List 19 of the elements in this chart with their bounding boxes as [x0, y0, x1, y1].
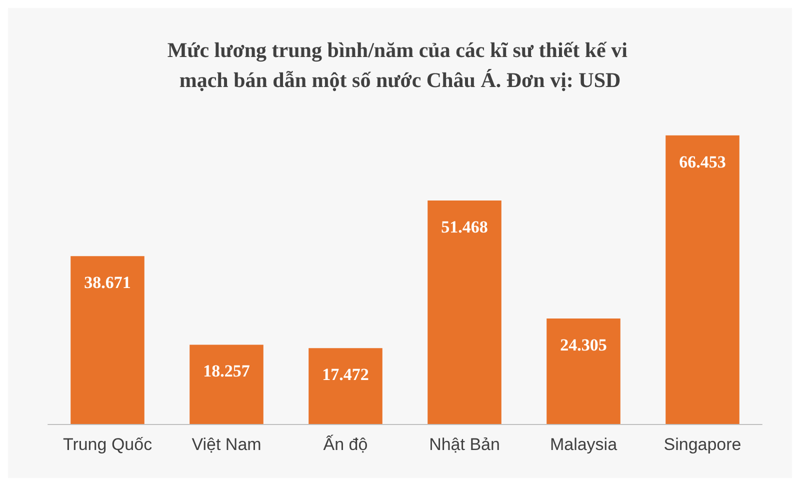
- x-tick-label: Việt Nam: [192, 435, 262, 454]
- bar: [308, 348, 382, 424]
- data-label: 66.453: [679, 152, 726, 172]
- data-label: 51.468: [441, 218, 488, 236]
- x-tick-label: Ấn độ: [323, 434, 368, 454]
- data-label: 18.257: [203, 362, 250, 381]
- data-label: 24.305: [560, 335, 607, 354]
- x-tick-label: Singapore: [664, 435, 742, 454]
- bar: [546, 318, 620, 424]
- bar: [190, 344, 264, 424]
- x-tick-label: Trung Quốc: [62, 435, 153, 454]
- data-label: 38.671: [84, 273, 131, 292]
- data-label: 17.472: [322, 365, 369, 384]
- chart-title: Mức lương trung bình/năm của các kĩ sư thiết kế vi mạch bán dẫn một số nước Châu Á. Đơn vị: USD: [167, 38, 633, 92]
- bar: [428, 200, 502, 424]
- x-tick-label: Nhật Bản: [429, 435, 500, 454]
- x-tick-label: Malaysia: [550, 435, 618, 454]
- bar: [666, 135, 740, 424]
- bar: [70, 256, 144, 424]
